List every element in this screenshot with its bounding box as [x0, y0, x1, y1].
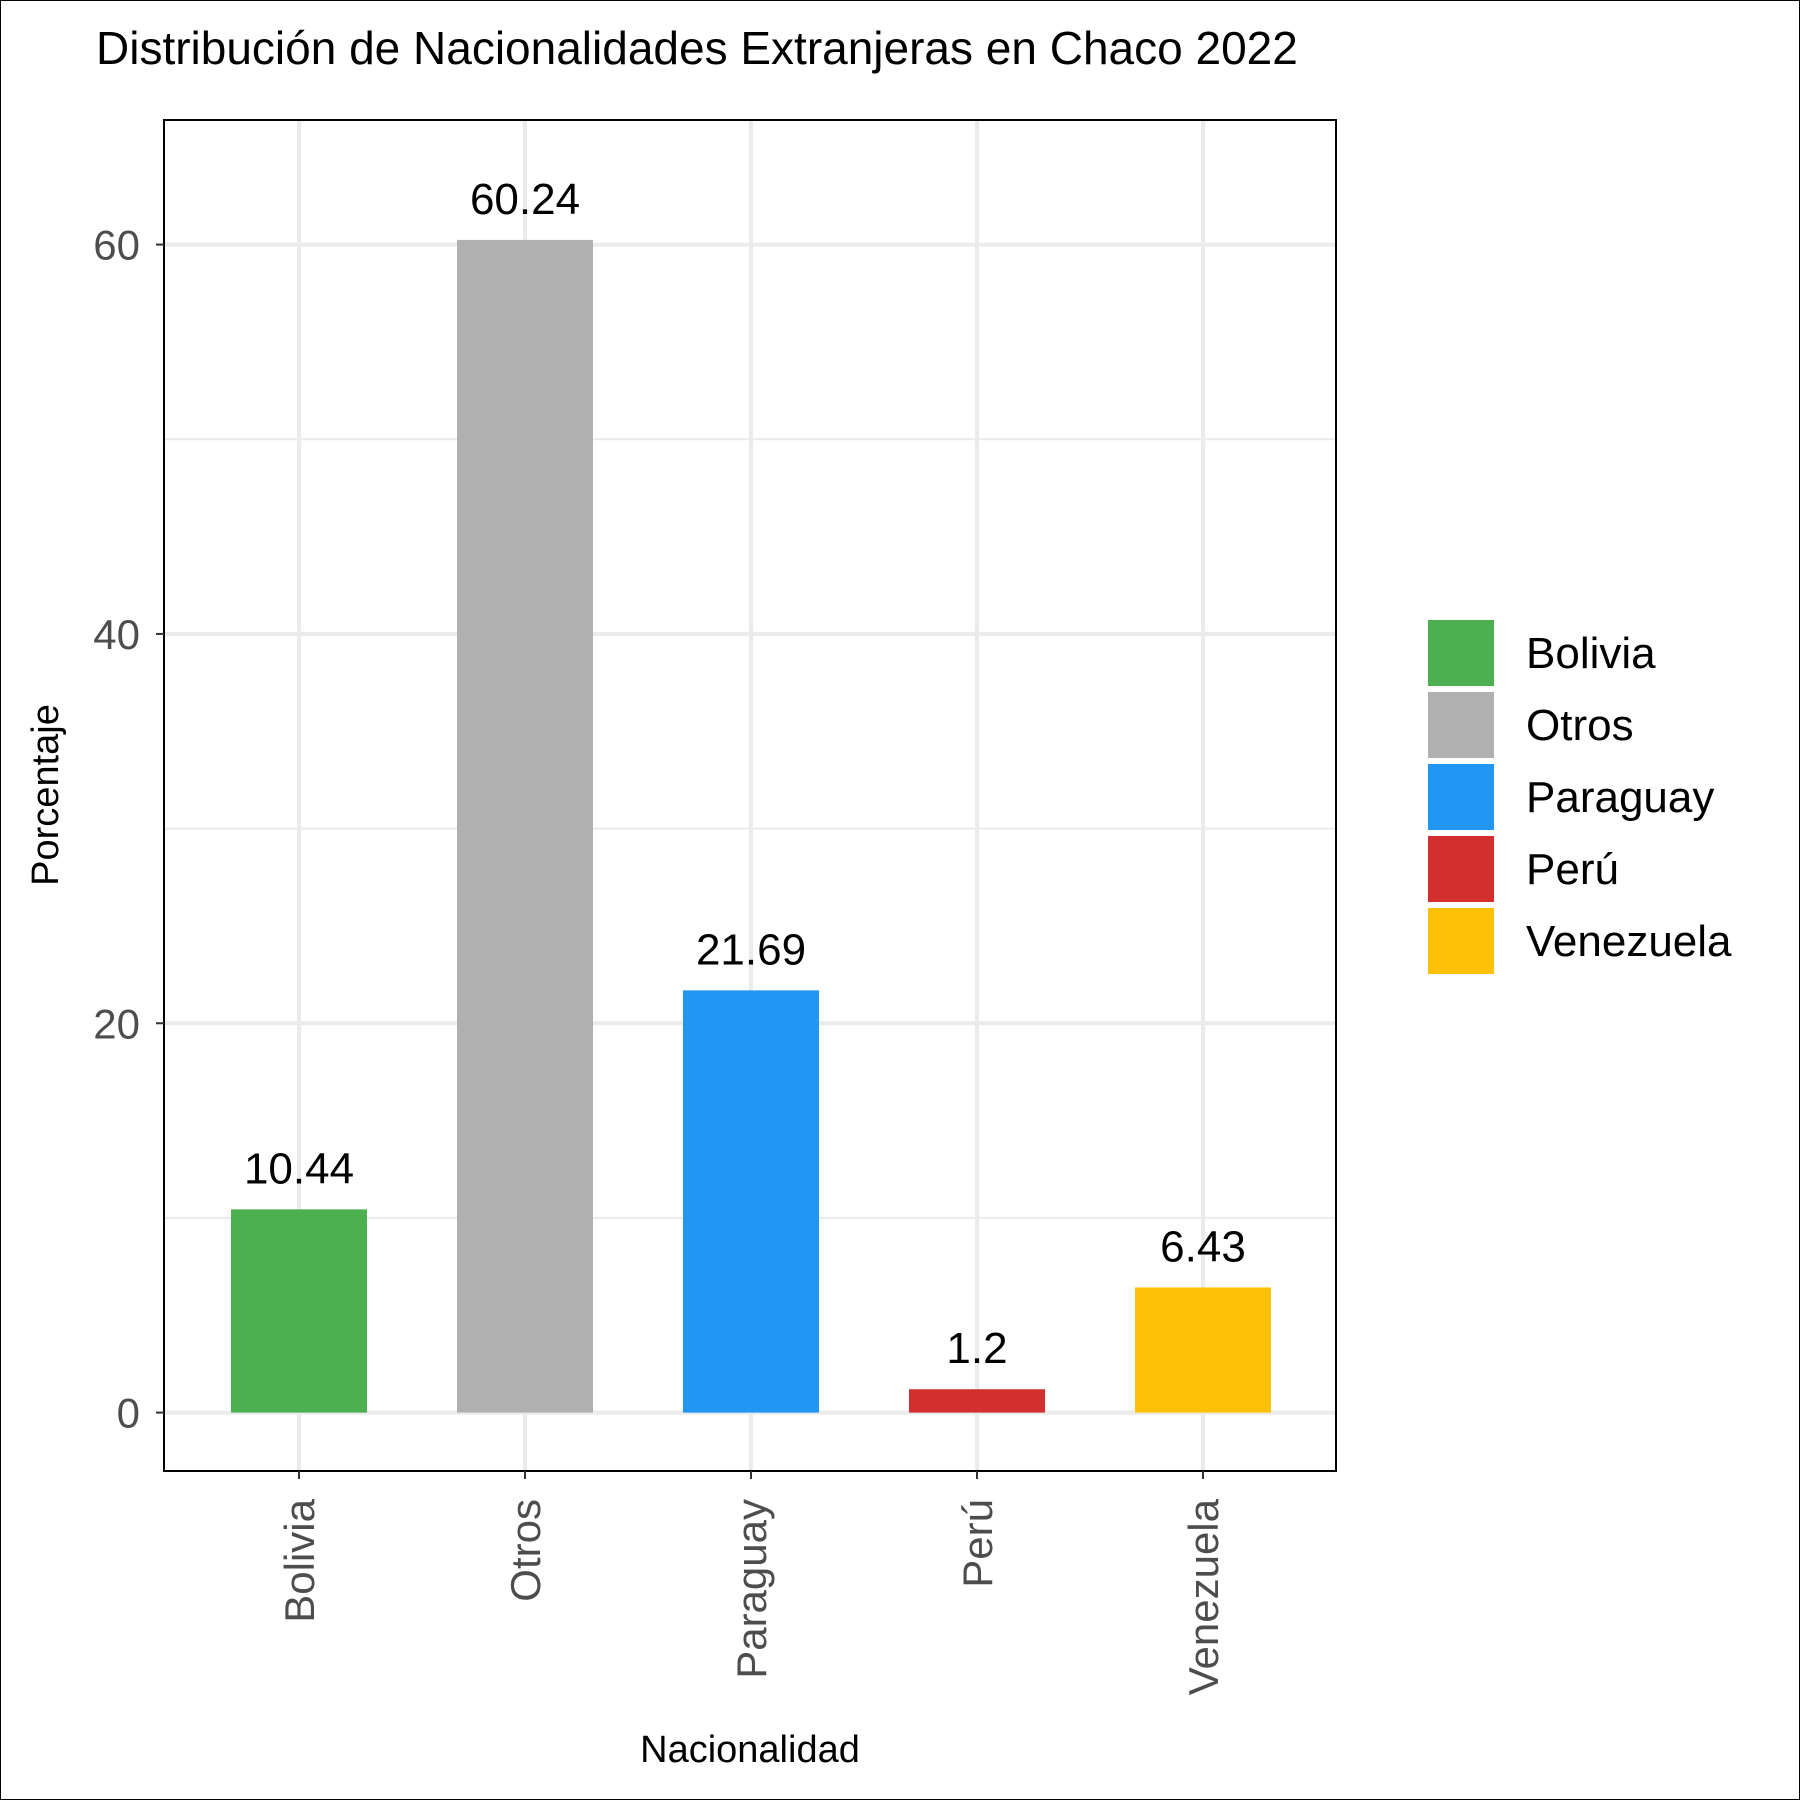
legend-label: Perú — [1526, 845, 1619, 894]
legend-key-otros — [1428, 692, 1494, 758]
legend: Bolivia Otros Paraguay Perú Venezuela — [1428, 620, 1732, 974]
bar-paraguay — [683, 990, 819, 1413]
data-label: 21.69 — [696, 925, 806, 974]
y-tick-label: 60 — [93, 222, 140, 269]
legend-key-paraguay — [1428, 764, 1494, 830]
legend-key-perú — [1428, 836, 1494, 902]
bar-otros — [457, 239, 593, 1413]
bar-bolivia — [231, 1209, 367, 1413]
legend-key-bolivia — [1428, 620, 1494, 686]
data-label: 1.2 — [946, 1324, 1007, 1373]
legend-label: Bolivia — [1526, 629, 1656, 678]
legend-key-venezuela — [1428, 908, 1494, 974]
x-axis-title: Nacionalidad — [640, 1729, 860, 1771]
data-labels: 10.44 60.24 21.69 1.2 6.43 — [244, 175, 1246, 1373]
data-label: 6.43 — [1160, 1222, 1246, 1271]
data-label: 60.24 — [470, 175, 580, 224]
bar-perú — [909, 1389, 1045, 1413]
bars — [231, 239, 1271, 1413]
x-tick-label: Perú — [954, 1499, 1001, 1588]
y-tick-label: 20 — [93, 1000, 140, 1047]
data-label: 10.44 — [244, 1144, 354, 1193]
x-tick-label: Venezuela — [1180, 1498, 1227, 1695]
x-tick-label: Otros — [502, 1499, 549, 1602]
y-axis-ticks: 0 20 40 60 — [93, 222, 164, 1437]
chart-title: Distribución de Nacionalidades Extranjer… — [96, 22, 1298, 74]
legend-label: Otros — [1526, 701, 1634, 750]
y-tick-label: 40 — [93, 611, 140, 658]
legend-label: Venezuela — [1526, 917, 1732, 966]
x-tick-label: Paraguay — [728, 1499, 775, 1679]
x-tick-label: Bolivia — [276, 1498, 323, 1622]
x-axis-ticks: Bolivia Otros Paraguay Perú Venezuela — [276, 1471, 1227, 1695]
legend-label: Paraguay — [1526, 773, 1714, 822]
bar-venezuela — [1135, 1287, 1271, 1413]
y-tick-label: 0 — [117, 1390, 140, 1437]
y-axis-title: Porcentaje — [25, 704, 67, 886]
